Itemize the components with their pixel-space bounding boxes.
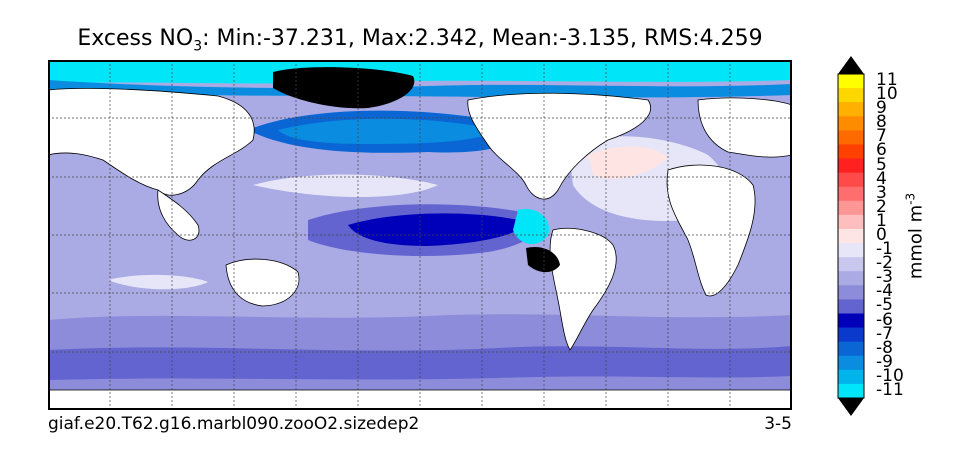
- south-pacific-gyre: [108, 274, 208, 290]
- colorbar-segment: [838, 116, 864, 131]
- colorbar-segment: [838, 186, 864, 202]
- colorbar-tick-label: -5: [876, 295, 893, 316]
- north-atlantic-positive: [588, 146, 668, 179]
- antarctic-margin: [48, 376, 792, 390]
- equatorial-pacific-core: [348, 213, 528, 246]
- land-north-america: [467, 92, 651, 200]
- land-south-america: [549, 227, 617, 351]
- colorbar-over-triangle: [838, 56, 864, 74]
- colorbar-tick-label: -3: [876, 267, 893, 288]
- colorbar-tick-label: -2: [876, 253, 893, 274]
- colorbar-segment: [838, 74, 864, 89]
- colorbar-segment: [838, 327, 864, 343]
- north-pacific-band-2: [278, 118, 498, 144]
- colorbar-segment: [838, 102, 864, 117]
- land-africa: [666, 164, 756, 297]
- colorbar-segment: [838, 383, 864, 399]
- colorbar-tick-label: -1: [876, 239, 893, 260]
- case-name: giaf.e20.T62.g16.marbl090.zooO2.sizedep2: [48, 414, 420, 434]
- colorbar-tick-label: 6: [876, 140, 887, 161]
- colorbar-frame: [837, 73, 865, 399]
- land-europe: [697, 97, 792, 158]
- colorbar-tick-label: 5: [876, 154, 887, 175]
- land-eurasia: [48, 87, 255, 196]
- colorbar-tick-label: -8: [876, 337, 893, 358]
- land-asia-se: [157, 189, 200, 241]
- colorbar-tick-label: -7: [876, 323, 893, 344]
- colorbar-tick-label: -6: [876, 309, 893, 330]
- map-frame: [48, 60, 792, 410]
- colorbar-unit: mmol m-3: [903, 192, 927, 280]
- colorbar-tick-label: 0: [876, 225, 887, 245]
- greenland-missing: [273, 67, 415, 109]
- colorbar-segment: [838, 243, 864, 258]
- colorbar-tick-label: 10: [876, 84, 898, 105]
- colorbar-tick-label: -10: [876, 365, 904, 386]
- colorbar-tick-label: -11: [876, 379, 904, 400]
- colorbar-tick-label: 3: [876, 182, 887, 203]
- colorbar-tick-label: -4: [876, 281, 893, 302]
- colorbar-tick-label: 2: [876, 196, 887, 217]
- colorbar-segment: [838, 130, 864, 145]
- colorbar-segment: [838, 285, 864, 300]
- colorbar: [837, 56, 865, 416]
- colorbar-segment: [838, 257, 864, 272]
- graticule: [48, 60, 792, 410]
- colorbar-tick-label: 7: [876, 126, 887, 147]
- colorbar-segment: [838, 299, 864, 314]
- colorbar-segment: [838, 369, 864, 385]
- colorbar-segment: [838, 200, 864, 216]
- colorbar-under-triangle: [838, 398, 864, 416]
- colorbar-segment: [838, 214, 864, 230]
- colorbar-segment: [838, 228, 864, 244]
- colorbar-segment: [838, 144, 864, 160]
- colorbar-segment: [838, 341, 864, 357]
- year-range: 3-5: [764, 414, 792, 434]
- colorbar-tick-label: 1: [876, 210, 887, 231]
- colorbar-tick-label: 11: [876, 70, 898, 91]
- plot-title: Excess NO3: Min:-37.231, Max:2.342, Mean…: [77, 26, 763, 55]
- colorbar-segment: [838, 88, 864, 103]
- colorbar-segment: [838, 355, 864, 371]
- north-pacific-gyre: [253, 174, 438, 198]
- colorbar-segment: [838, 172, 864, 188]
- global-ocean-map: [48, 60, 792, 410]
- peru-missing: [526, 246, 560, 273]
- land-australia: [225, 258, 300, 307]
- colorbar-tick-label: 8: [876, 112, 887, 133]
- colorbar-segment: [838, 271, 864, 286]
- colorbar-segment: [838, 313, 864, 329]
- colorbar-segment: [838, 158, 864, 174]
- colorbar-tick-label: -9: [876, 351, 893, 372]
- colorbar-tick-label: 4: [876, 168, 887, 189]
- colorbar-tick-label: 9: [876, 98, 887, 119]
